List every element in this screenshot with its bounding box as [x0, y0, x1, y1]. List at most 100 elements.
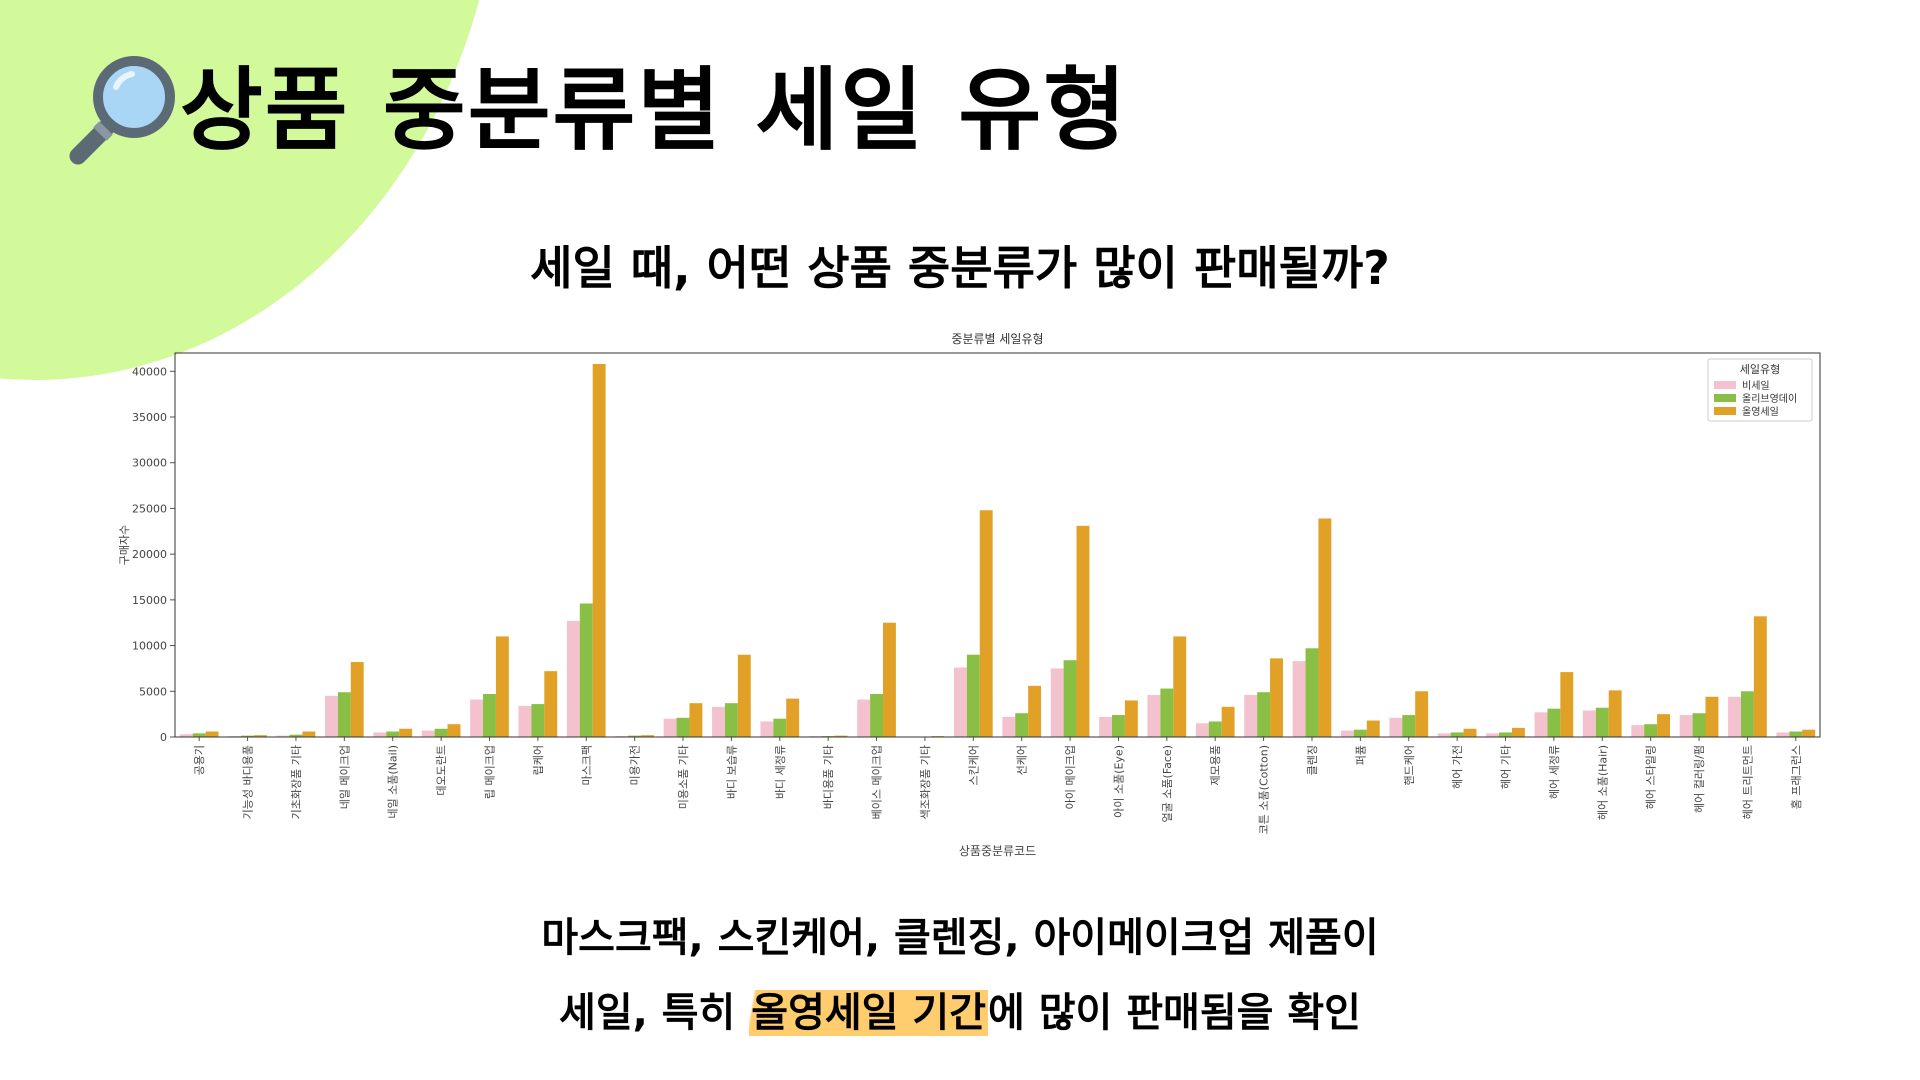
x-tick-label: 색조화장품 기타 — [919, 745, 932, 819]
bar — [1366, 720, 1380, 737]
bar — [966, 654, 980, 737]
x-tick-label: 기초화장품 기타 — [290, 745, 303, 819]
x-tick-label: 아이 메이크업 — [1064, 745, 1077, 809]
bar — [1270, 658, 1283, 737]
y-tick-label: 0 — [160, 731, 167, 744]
bar — [712, 706, 725, 737]
bar — [1292, 661, 1306, 737]
bar — [1705, 696, 1719, 737]
bar — [1112, 715, 1125, 737]
bar — [882, 622, 896, 737]
conclusion-line-1: 마스크팩, 스킨케어, 클렌징, 아이메이크업 제품이 — [541, 915, 1379, 961]
conclusion-highlight: 올영세일 기간 — [749, 990, 988, 1036]
plot-frame — [174, 352, 1821, 738]
x-tick-label: 마스크팩 — [580, 745, 593, 785]
bar — [1415, 691, 1429, 737]
bar — [1534, 712, 1548, 737]
x-tick-label: 아이 소품(Eye) — [1112, 745, 1125, 818]
bar — [1002, 716, 1016, 737]
bar — [663, 718, 677, 737]
legend-box — [1707, 358, 1813, 422]
conclusion-line-2: 세일, 특히 올영세일 기간에 많이 판매됨을 확인 — [0, 980, 1920, 1038]
legend-label: 올리브영데이 — [1742, 393, 1797, 405]
x-tick-label: 헤어 소품(Hair) — [1596, 745, 1609, 820]
bar — [1595, 707, 1609, 737]
x-tick-label: 바디 세정류 — [774, 745, 787, 799]
bar — [579, 603, 593, 737]
bar — [276, 735, 290, 737]
bar — [979, 510, 993, 737]
bar — [834, 735, 848, 737]
y-tick-label: 15000 — [132, 594, 167, 607]
bar — [1076, 525, 1090, 737]
bar — [1692, 713, 1706, 737]
bar — [1221, 706, 1235, 737]
bar — [495, 636, 509, 737]
bar — [1195, 723, 1209, 737]
bar — [399, 728, 413, 737]
bar — [1511, 727, 1525, 737]
bar — [773, 718, 787, 737]
x-tick-label: 스킨케어 — [967, 745, 980, 785]
bar — [1099, 716, 1113, 737]
bar — [447, 724, 461, 737]
bar — [205, 731, 219, 737]
bar — [531, 704, 545, 737]
bar — [350, 662, 364, 737]
x-tick-label: 립케어 — [532, 745, 545, 775]
y-tick-label: 35000 — [132, 411, 167, 424]
bar — [1450, 732, 1464, 737]
y-axis-label: 구매자수 — [118, 525, 131, 565]
x-tick-label: 미용가전 — [629, 745, 642, 785]
x-tick-label: 데오도란트 — [435, 745, 448, 796]
bar — [1644, 724, 1658, 737]
x-tick-label: 네일 소품(Nail) — [386, 745, 400, 819]
x-axis-label: 상품중분류코드 — [959, 844, 1036, 858]
legend-label: 올영세일 — [1742, 406, 1779, 418]
bar — [1244, 694, 1258, 737]
magnifier-icon — [69, 56, 175, 165]
x-tick-label: 퍼퓸 — [1354, 745, 1367, 765]
x-tick-label: 제모용품 — [1209, 745, 1222, 785]
bar — [953, 667, 967, 737]
y-tick-label: 30000 — [132, 457, 167, 470]
legend-title: 세일유형 — [1740, 362, 1780, 376]
conclusion-text-post: 에 많이 판매됨을 확인 — [988, 990, 1361, 1036]
bar — [737, 654, 751, 737]
y-tick-label: 10000 — [132, 640, 167, 653]
chart-title: 중분류별 세일유형 — [951, 332, 1043, 346]
bar — [483, 694, 496, 737]
x-tick-label: 헤어 세정류 — [1548, 745, 1561, 799]
bar — [592, 363, 606, 737]
bar — [192, 733, 206, 737]
bar — [470, 699, 484, 737]
bar — [1631, 725, 1645, 737]
x-tick-label: 홈 프래그런스 — [1789, 745, 1803, 809]
x-tick-label: 베이스 메이크업 — [871, 745, 884, 819]
bar — [254, 735, 267, 737]
x-tick-label: 헤어 컬러링/펌 — [1693, 745, 1706, 813]
bar — [786, 698, 800, 737]
bar — [1147, 694, 1161, 737]
bar — [1560, 672, 1574, 737]
bar — [1305, 648, 1319, 737]
bar — [1160, 688, 1174, 737]
x-tick-label: 바디 보습류 — [725, 745, 738, 799]
x-tick-label: 헤어 가전 — [1451, 745, 1464, 789]
x-tick-label: 헤어 기타 — [1500, 745, 1513, 789]
bar — [544, 671, 558, 737]
y-tick-label: 5000 — [139, 685, 167, 698]
bar — [1257, 692, 1271, 737]
bar — [628, 735, 642, 737]
conclusion-text-pre: 세일, 특히 — [559, 990, 750, 1036]
bar — [1547, 708, 1561, 737]
bar — [1124, 700, 1138, 737]
bar — [1063, 660, 1077, 737]
bar — [1353, 729, 1367, 737]
bar — [1341, 730, 1354, 737]
x-tick-label: 공용기 — [193, 745, 206, 775]
bar — [1802, 729, 1816, 737]
legend-label: 비세일 — [1742, 380, 1770, 392]
x-tick-label: 클렌징 — [1306, 745, 1319, 775]
x-tick-label: 네일 메이크업 — [337, 745, 351, 809]
